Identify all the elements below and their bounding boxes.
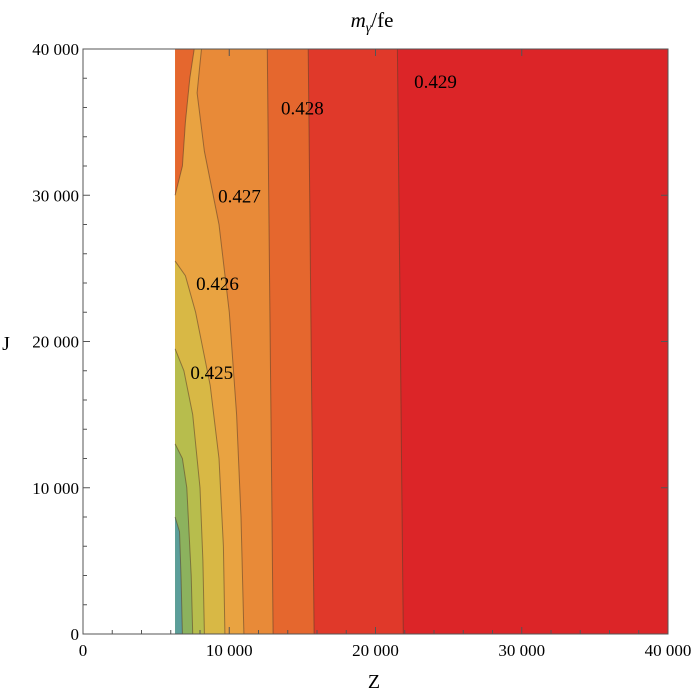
x-axis: 0 10 000 20 000 30 000 40 000 <box>79 49 692 660</box>
chart-title: mγ/fe <box>351 8 394 36</box>
y-tick-label: 30 000 <box>32 186 79 205</box>
y-tick-label: 10 000 <box>32 479 79 498</box>
x-tick-label: 10 000 <box>206 641 253 660</box>
contour-line-0.425 <box>174 348 205 635</box>
contour-label: 0.427 <box>218 186 261 207</box>
contour-line-layer <box>174 48 404 635</box>
contour-line-0.428 <box>266 48 274 635</box>
contour-band-0.4235 <box>175 517 183 634</box>
contour-fill-layer <box>175 49 668 634</box>
x-axis-label: Z <box>368 671 380 693</box>
contour-label: 0.428 <box>281 99 324 120</box>
x-tick-label: 30 000 <box>498 641 545 660</box>
y-axis: 0 10 000 20 000 30 000 40 000 <box>32 40 668 644</box>
contour-line-0.429 <box>396 48 404 635</box>
x-tick-label: 40 000 <box>645 641 692 660</box>
contour-label: 0.425 <box>190 363 233 384</box>
contour-line-0.4285 <box>307 48 315 635</box>
contour-labels: 0.429 0.428 0.427 0.426 0.425 <box>190 72 457 384</box>
y-tick-label: 40 000 <box>32 40 79 59</box>
x-tick-label: 0 <box>79 641 88 660</box>
contour-line-0.427 <box>196 48 245 635</box>
y-tick-label: 20 000 <box>32 333 79 352</box>
contour-line-0.424 <box>174 443 194 635</box>
contour-label: 0.429 <box>414 72 457 93</box>
x-tick-label: 20 000 <box>352 641 399 660</box>
contour-band-upper-left <box>175 49 195 196</box>
contour-line-0.426 <box>174 260 226 635</box>
y-tick-label: 0 <box>71 625 80 644</box>
contour-line-0.4235 <box>174 516 183 635</box>
contour-line-upper-left <box>174 48 195 196</box>
contour-label: 0.426 <box>196 274 239 295</box>
y-axis-label: J <box>2 333 10 355</box>
